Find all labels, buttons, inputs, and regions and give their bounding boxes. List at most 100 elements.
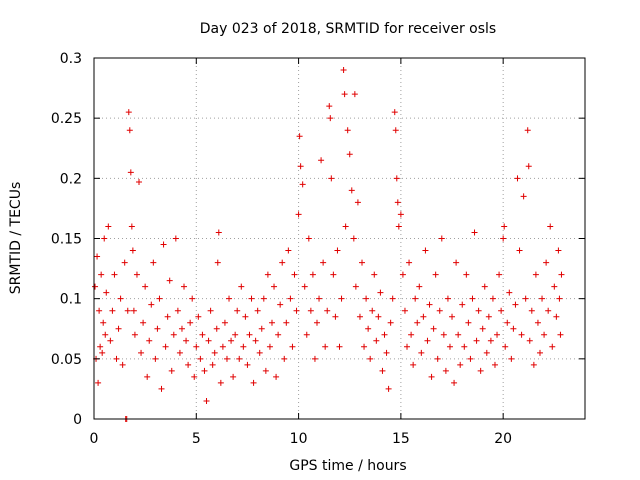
data-point (496, 271, 503, 278)
data-point (404, 343, 411, 350)
data-point (203, 397, 210, 404)
data-point (268, 319, 275, 326)
data-point (305, 235, 312, 242)
data-point (406, 259, 413, 266)
data-point (338, 295, 345, 302)
data-point (246, 331, 253, 338)
data-point (318, 157, 325, 164)
data-point (266, 343, 273, 350)
data-point (381, 331, 388, 338)
data-point (94, 253, 101, 260)
data-point (414, 319, 421, 326)
data-point (432, 271, 439, 278)
data-point (109, 307, 116, 314)
data-point (131, 331, 138, 338)
data-point (526, 337, 533, 344)
data-point (442, 367, 449, 374)
data-point (307, 307, 314, 314)
data-point (226, 295, 233, 302)
data-point (273, 373, 280, 380)
data-point (438, 235, 445, 242)
data-point (341, 91, 348, 98)
data-point (473, 337, 480, 344)
data-point (436, 307, 443, 314)
data-point (101, 235, 108, 242)
data-point (136, 178, 143, 185)
data-point (313, 319, 320, 326)
data-point (541, 331, 548, 338)
y-tick-labels: 0 0.05 0.1 0.15 0.2 0.25 0.3 (51, 51, 82, 428)
data-point (254, 307, 261, 314)
data-point (228, 337, 235, 344)
x-axis-label: GPS time / hours (289, 458, 406, 474)
data-point (214, 259, 221, 266)
data-point (424, 337, 431, 344)
data-point (223, 355, 230, 362)
data-point (166, 277, 173, 284)
data-point (100, 319, 107, 326)
data-point (207, 307, 214, 314)
data-point (545, 307, 552, 314)
data-point (465, 319, 472, 326)
data-point (356, 313, 363, 320)
data-point (525, 163, 532, 170)
data-point (156, 295, 163, 302)
data-point (373, 337, 380, 344)
data-point (295, 211, 302, 218)
data-point (536, 349, 543, 356)
data-point (469, 295, 476, 302)
data-point (401, 307, 408, 314)
data-point (332, 313, 339, 320)
x-tick-label: 15 (392, 431, 410, 447)
data-point (389, 295, 396, 302)
data-point (397, 211, 404, 218)
data-point (195, 313, 202, 320)
data-point (518, 331, 525, 338)
data-point (344, 127, 351, 134)
data-point (430, 325, 437, 332)
data-point (352, 283, 359, 290)
data-point (181, 283, 188, 290)
data-point (418, 349, 425, 356)
data-point (455, 331, 462, 338)
data-point (532, 271, 539, 278)
data-point (260, 295, 267, 302)
data-point (410, 361, 417, 368)
data-point (399, 271, 406, 278)
data-point (498, 307, 505, 314)
data-point (92, 283, 99, 290)
data-point (138, 349, 145, 356)
data-point (412, 295, 419, 302)
data-point (500, 235, 507, 242)
data-point (217, 379, 224, 386)
data-point (328, 175, 335, 182)
data-point (291, 271, 298, 278)
data-point (283, 319, 290, 326)
data-point (127, 169, 134, 176)
y-tick-label: 0.15 (51, 232, 82, 248)
data-point (240, 343, 247, 350)
data-point (97, 343, 104, 350)
data-point (361, 343, 368, 350)
data-point (392, 127, 399, 134)
y-tick-label: 0.2 (60, 171, 82, 187)
data-point (230, 373, 237, 380)
data-point (340, 67, 347, 74)
data-point (555, 247, 562, 254)
data-point (117, 295, 124, 302)
data-point (176, 349, 183, 356)
data-point (219, 343, 226, 350)
data-point (387, 319, 394, 326)
data-point (502, 343, 509, 350)
data-point (440, 331, 447, 338)
data-point (369, 307, 376, 314)
data-point (463, 271, 470, 278)
data-point (350, 235, 357, 242)
data-point (303, 331, 310, 338)
data-point (322, 343, 329, 350)
data-point (174, 307, 181, 314)
y-tick-label: 0.3 (60, 51, 82, 67)
data-point (119, 361, 126, 368)
data-point (543, 259, 550, 266)
